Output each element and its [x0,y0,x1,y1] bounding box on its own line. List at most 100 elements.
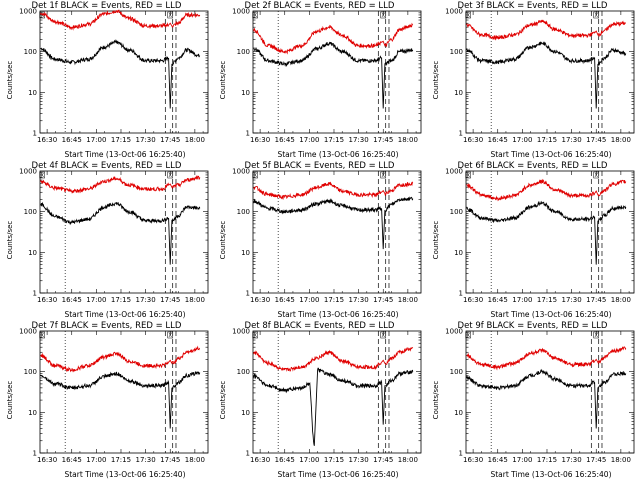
interval-marker-label: X [382,173,386,179]
detector-chart-1: 1 10 100 1000 16:30 16:45 17:00 17:15 17:30 17:45… [19,8,209,144]
y-tick-label: 10 [241,89,250,97]
y-tick-label: 1000 [445,168,463,176]
x-tick-label: 17:15 [324,296,344,304]
interval-marker [252,171,258,179]
detector-chart-5: 1 10 100 1000 16:30 16:45 17:00 17:15 17:30 17:45… [232,168,422,304]
interval-marker-label: X [169,333,173,339]
y-tick-label: 10 [241,409,250,417]
panel-title: Det 8f BLACK = Events, RED = LLD [244,321,395,331]
x-axis-title: Start Time (13-Oct-06 16:25:40) [277,310,399,319]
x-tick-label: 16:30 [250,136,270,144]
y-tick-label: 1 [33,450,37,458]
panel-title: Det 2f BLACK = Events, RED = LLD [244,1,395,11]
events-series-line [253,41,414,109]
x-tick-label: 17:15 [537,296,557,304]
x-tick-label: 17:00 [86,296,106,304]
x-tick-label: 17:00 [299,296,319,304]
y-tick-label: 10 [28,89,37,97]
x-tick-label: 17:30 [562,456,582,464]
y-tick-label: 1000 [19,8,37,16]
interval-marker [380,331,386,339]
x-tick-label: 18:00 [611,456,631,464]
y-tick-label: 100 [237,208,250,216]
panel-title: Det 7f BLACK = Events, RED = LLD [31,321,182,331]
interval-marker [380,11,386,19]
x-tick-label: 17:00 [512,456,532,464]
plot-frame [39,170,209,294]
detector-panel-4: 1 10 100 1000 16:30 16:45 17:00 17:15 17:30 17:45… [0,160,213,320]
x-tick-label: 16:45 [275,136,295,144]
detector-panel-7: 1 10 100 1000 16:30 16:45 17:00 17:15 17:30 17:45… [0,320,213,480]
x-tick-label: 17:30 [136,136,156,144]
y-axis-title: Counts/sec [432,60,440,100]
x-tick-label: 17:15 [537,136,557,144]
interval-marker-label: X [40,173,44,179]
plot-frame [252,170,422,294]
x-tick-label: 18:00 [611,296,631,304]
interval-marker [465,171,471,179]
x-tick-label: 16:30 [250,296,270,304]
detector-panel-3: 1 10 100 1000 16:30 16:45 17:00 17:15 17:30 17:45… [426,0,639,160]
x-tick-label: 17:15 [324,456,344,464]
y-tick-label: 10 [454,89,463,97]
lld-series-line [466,178,627,202]
y-tick-label: 100 [24,48,37,56]
interval-marker-label: X [169,13,173,19]
x-axis-title: Start Time (13-Oct-06 16:25:40) [490,310,612,319]
lld-series-line [40,345,201,373]
x-axis-title: Start Time (13-Oct-06 16:25:40) [277,470,399,479]
events-series-line [40,371,201,429]
plot-frame [465,10,635,134]
x-tick-label: 16:45 [275,296,295,304]
interval-marker-label: X [382,333,386,339]
x-tick-label: 16:45 [62,296,82,304]
y-tick-label: 10 [454,249,463,257]
panel-title: Det 1f BLACK = Events, RED = LLD [31,1,182,11]
detector-panel-1: 1 10 100 1000 16:30 16:45 17:00 17:15 17:30 17:45… [0,0,213,160]
lld-series-line [466,19,626,41]
x-tick-label: 17:45 [160,136,180,144]
detector-chart-6: 1 10 100 1000 16:30 16:45 17:00 17:15 17:30 17:45… [445,168,635,304]
x-tick-label: 16:30 [37,296,57,304]
x-tick-label: 17:45 [586,136,606,144]
detector-panel-8: 1 10 100 1000 16:30 16:45 17:00 17:15 17:30 17:45… [213,320,426,480]
interval-marker [465,331,471,339]
panel-title: Det 6f BLACK = Events, RED = LLD [457,161,608,171]
lld-series-line [253,346,414,372]
detector-chart-4: 1 10 100 1000 16:30 16:45 17:00 17:15 17:30 17:45… [19,168,209,304]
x-tick-label: 16:30 [463,456,483,464]
panel-title: Det 3f BLACK = Events, RED = LLD [457,1,608,11]
y-tick-label: 100 [450,368,463,376]
x-tick-label: 17:30 [562,296,582,304]
y-tick-label: 10 [241,249,250,257]
x-tick-label: 16:45 [62,136,82,144]
interval-marker-label: X [253,13,257,19]
detector-chart-9: 1 10 100 1000 16:30 16:45 17:00 17:15 17:30 17:45… [445,328,635,464]
interval-marker-label: X [40,13,44,19]
y-axis-title: Counts/sec [432,220,440,260]
x-tick-label: 16:45 [488,296,508,304]
detector-panel-9: 1 10 100 1000 16:30 16:45 17:00 17:15 17:30 17:45… [426,320,639,480]
interval-marker [593,171,599,179]
interval-marker [39,171,45,179]
x-tick-label: 17:30 [349,456,369,464]
x-tick-label: 17:15 [111,296,131,304]
lld-series-line [253,22,414,55]
interval-marker [167,11,173,19]
y-tick-label: 1000 [445,8,463,16]
y-tick-label: 1000 [232,328,250,336]
x-tick-label: 17:45 [373,296,393,304]
y-tick-label: 1 [33,130,37,138]
lld-series-line [466,346,627,371]
y-tick-label: 1 [246,130,250,138]
y-tick-label: 1 [459,450,463,458]
interval-marker-label: X [466,13,470,19]
x-tick-label: 17:15 [537,456,557,464]
x-tick-label: 17:15 [111,456,131,464]
x-tick-label: 16:45 [275,456,295,464]
y-tick-label: 100 [237,368,250,376]
x-tick-label: 17:30 [136,456,156,464]
interval-marker-label: X [595,173,599,179]
events-series-line [466,41,627,109]
